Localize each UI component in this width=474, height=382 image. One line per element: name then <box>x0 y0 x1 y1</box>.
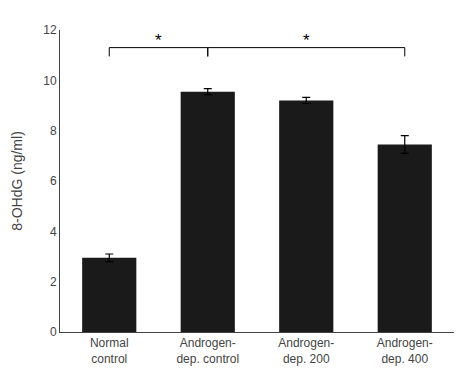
svg-text:Normalcontrol: Normalcontrol <box>90 336 129 366</box>
svg-text:4: 4 <box>50 225 57 239</box>
svg-text:8: 8 <box>50 124 57 138</box>
svg-text:6: 6 <box>50 174 57 188</box>
svg-text:*: * <box>303 31 310 50</box>
svg-text:Androgen-dep. 400: Androgen-dep. 400 <box>377 336 433 366</box>
svg-text:2: 2 <box>50 275 57 289</box>
svg-text:Androgen-dep. 200: Androgen-dep. 200 <box>278 336 334 366</box>
svg-text:*: * <box>155 31 162 50</box>
svg-text:8-OHdG (ng/ml): 8-OHdG (ng/ml) <box>9 131 25 231</box>
svg-text:0: 0 <box>50 325 57 339</box>
svg-text:10: 10 <box>43 74 57 88</box>
svg-text:12: 12 <box>43 23 57 37</box>
svg-text:Androgen-dep. control: Androgen-dep. control <box>176 336 239 366</box>
